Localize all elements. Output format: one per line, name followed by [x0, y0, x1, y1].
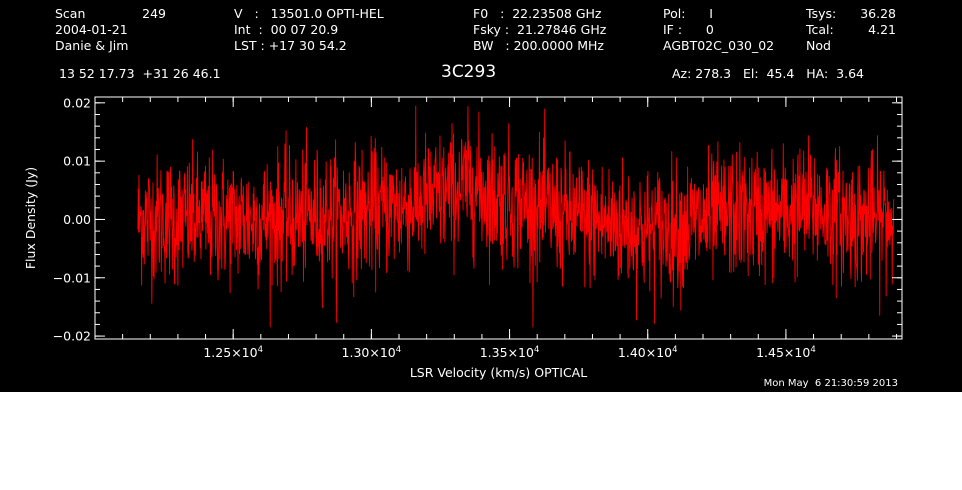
x-tick-label: 1.30×104: [342, 345, 402, 360]
plot-frame: [94, 96, 903, 340]
spectrum-trace-layer: [137, 105, 895, 328]
observers: Danie & Jim: [55, 38, 129, 53]
velocity-info: V : 13501.0 OPTI-HEL: [234, 6, 384, 21]
y-tick-label: −0.02: [53, 329, 91, 344]
x-tick-label: 1.45×104: [756, 345, 816, 360]
spectrum-chart: −0.02−0.010.000.010.02 1.25×104 1.30×104 1…: [23, 95, 903, 380]
lst-info: LST : +17 30 54.2: [234, 38, 347, 53]
bandwidth: BW : 200.0000 MHz: [473, 38, 604, 53]
y-tick-label: 0.01: [63, 154, 91, 169]
source-title: 3C293: [441, 62, 497, 82]
tsys-label: Tsys:: [806, 6, 837, 21]
y-axis-label: Flux Density (Jy): [23, 167, 38, 269]
x-tick-label: 1.40×104: [618, 345, 678, 360]
spectrum-line: [137, 105, 895, 328]
x-axis-label: LSR Velocity (km/s) OPTICAL: [410, 365, 587, 380]
plot-timestamp: Mon May 6 21:30:59 2013: [763, 378, 898, 389]
if-number: IF : 0: [663, 22, 714, 37]
y-axis: −0.02 −0.01 0.00 0.01 0.02: [53, 95, 902, 344]
rest-frequency: F0 : 22.23508 GHz: [473, 6, 602, 21]
tcal-label: Tcal:: [806, 22, 834, 37]
obs-mode: Nod: [806, 38, 831, 53]
az-el-ha: Az: 278.3 El: 45.4 HA: 3.64: [672, 66, 865, 81]
scan-number: 249: [142, 6, 166, 21]
polarization: Pol: I: [663, 6, 713, 21]
x-axis: 1.25×104 1.30×104 1.35×104 1.40×104 1.45×104: [122, 97, 897, 360]
scan-label: Scan: [55, 6, 86, 21]
tcal-value: 4.21: [868, 22, 896, 37]
project-id: AGBT02C_030_02: [663, 38, 775, 53]
obs-date: 2004-01-21: [55, 22, 128, 37]
sky-frequency: Fsky : 21.27846 GHz: [473, 22, 607, 37]
y-tick-label: 0.00: [63, 212, 91, 227]
source-coords: 13 52 17.73 +31 26 46.1: [59, 66, 221, 81]
y-tick-label: 0.02: [63, 95, 91, 110]
y-tick-label: −0.01: [53, 270, 91, 285]
integration-time: Int : 00 07 20.9: [234, 22, 339, 37]
x-tick-label: 1.35×104: [480, 345, 540, 360]
tsys-value: 36.28: [860, 6, 896, 21]
plot-panel: Scan 249 2004-01-21 Danie & Jim 13 52 17…: [0, 0, 962, 392]
x-tick-label: 1.25×104: [203, 345, 263, 360]
